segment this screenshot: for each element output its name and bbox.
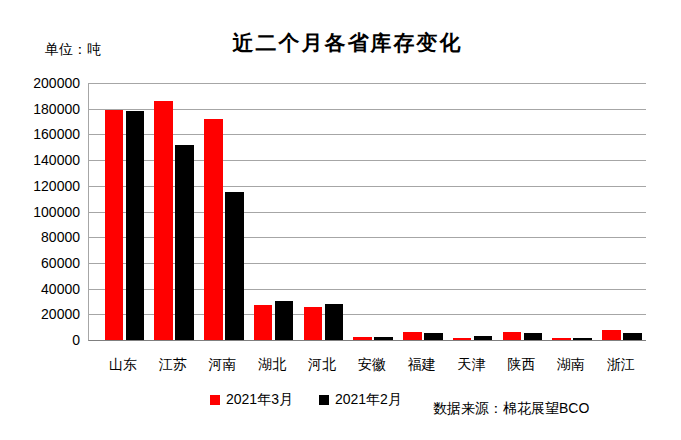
y-axis-tick-label: 180000 [0, 101, 80, 117]
gridline [89, 83, 646, 84]
bar [225, 192, 244, 340]
bar [105, 110, 124, 340]
x-axis-tick-label: 湖南 [543, 356, 599, 374]
bar [275, 301, 294, 340]
x-axis-tick-label: 湖北 [244, 356, 300, 374]
bar [424, 333, 443, 340]
y-axis-tick-label: 200000 [0, 75, 80, 91]
legend-item: 2021年2月 [319, 391, 402, 409]
bar [403, 332, 422, 340]
bar [474, 336, 493, 340]
bar [524, 333, 543, 340]
y-axis-tick-label: 160000 [0, 126, 80, 142]
chart-title: 近二个月各省库存变化 [60, 29, 635, 57]
bar [154, 101, 173, 340]
chart-canvas: 单位：吨 近二个月各省库存变化 200000180000160000140000… [0, 0, 681, 440]
x-axis-tick-label: 福建 [394, 356, 450, 374]
x-axis-tick-label: 山东 [95, 356, 151, 374]
bar [204, 119, 223, 340]
legend-label: 2021年3月 [226, 391, 293, 409]
bar [552, 338, 571, 340]
y-axis-tick-label: 0 [0, 332, 80, 348]
x-axis-tick-label: 江苏 [145, 356, 201, 374]
x-axis-tick-label: 安徽 [344, 356, 400, 374]
x-axis-tick-label: 河北 [294, 356, 350, 374]
y-axis-tick-label: 60000 [0, 255, 80, 271]
y-axis-tick-label: 20000 [0, 306, 80, 322]
bar [573, 338, 592, 340]
x-axis-tick-label: 河南 [195, 356, 251, 374]
y-axis-tick-label: 100000 [0, 204, 80, 220]
legend: 2021年3月 2021年2月 [210, 391, 402, 409]
legend-swatch-icon [319, 395, 329, 405]
y-axis-tick-label: 80000 [0, 229, 80, 245]
bar [325, 304, 344, 340]
bar [126, 111, 145, 340]
plot-area [88, 83, 646, 341]
bar [254, 305, 273, 340]
bar [602, 330, 621, 340]
bar [503, 332, 522, 340]
bar [353, 337, 372, 340]
x-axis-tick-label: 浙江 [593, 356, 649, 374]
bar [623, 333, 642, 340]
x-axis-tick-label: 天津 [443, 356, 499, 374]
x-axis-tick-label: 陕西 [493, 356, 549, 374]
bar [374, 337, 393, 340]
y-axis-tick-label: 140000 [0, 152, 80, 168]
source-label: 数据来源：棉花展望BCO [433, 400, 589, 418]
bar [453, 338, 472, 340]
bar [175, 145, 194, 340]
legend-item: 2021年3月 [210, 391, 293, 409]
y-axis-tick-label: 40000 [0, 281, 80, 297]
y-axis-tick-label: 120000 [0, 178, 80, 194]
legend-label: 2021年2月 [335, 391, 402, 409]
bar [304, 307, 323, 340]
legend-swatch-icon [210, 395, 220, 405]
